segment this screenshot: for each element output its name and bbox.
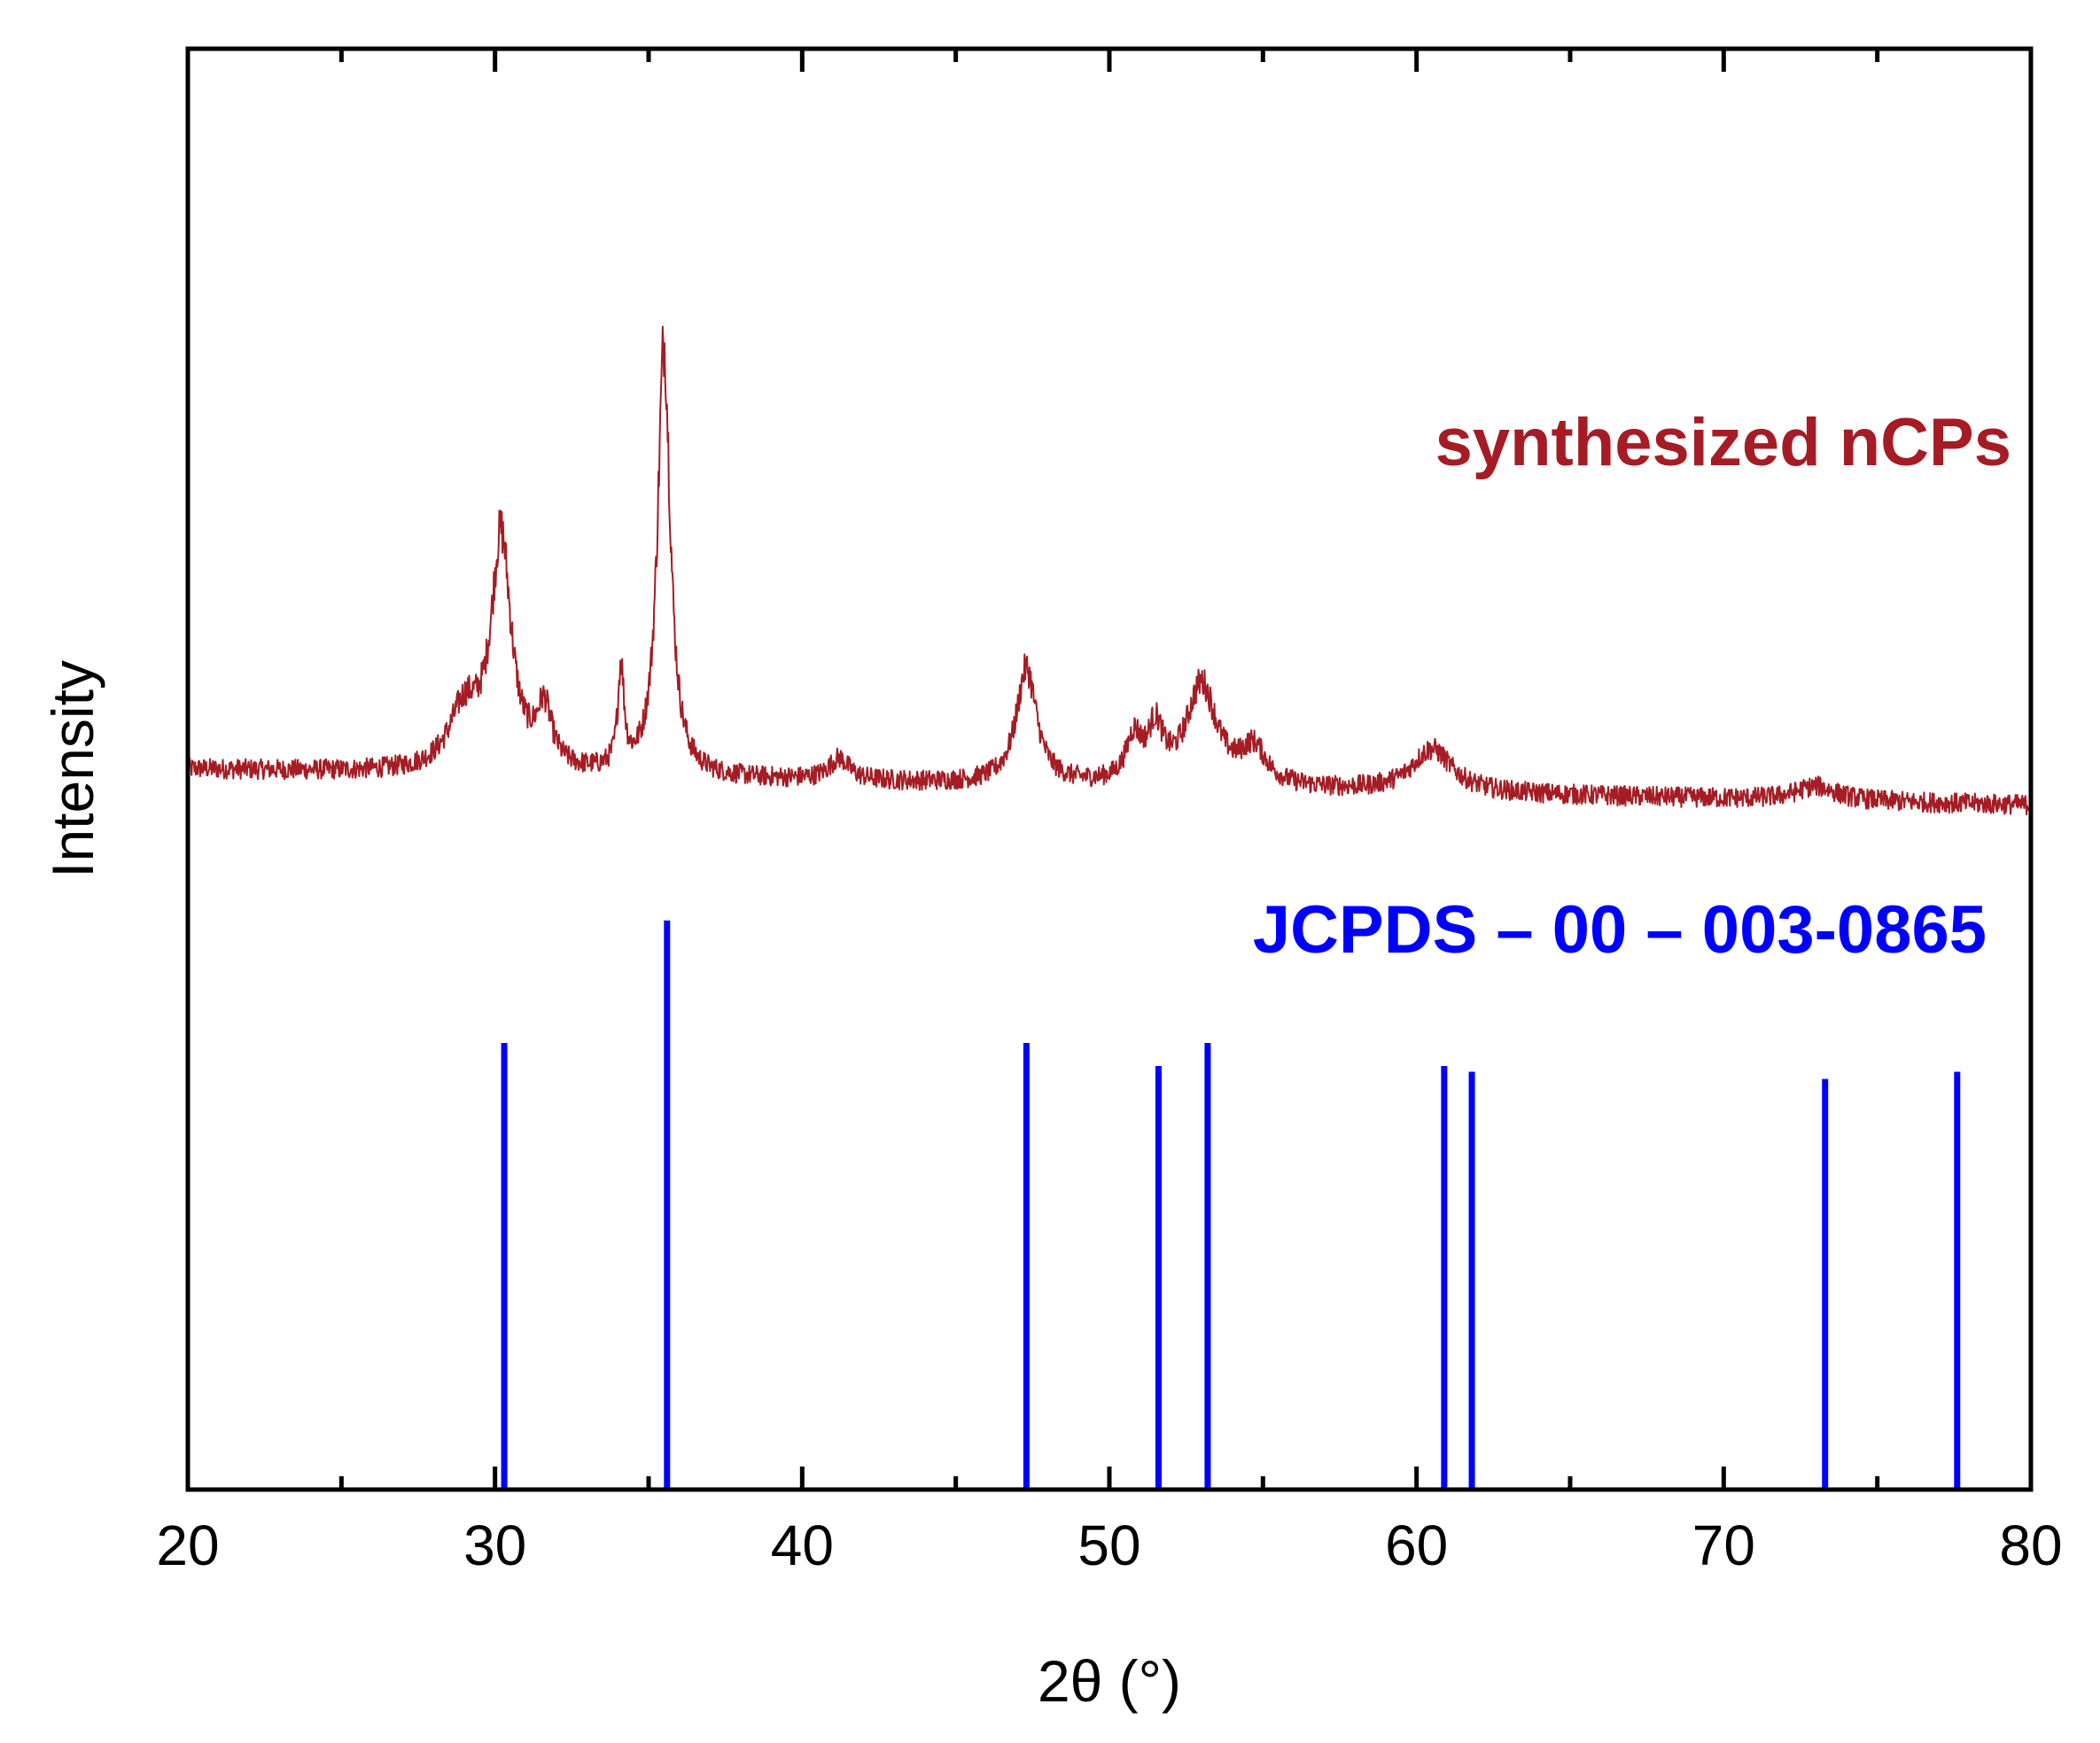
x-axis-ticks xyxy=(185,49,2034,1490)
series-label-measured: synthesized nCPs xyxy=(1435,405,2011,480)
measured-pattern-layer xyxy=(187,325,2032,816)
measured-pattern-line xyxy=(187,325,2032,816)
x-tick-label-50: 50 xyxy=(1077,1513,1140,1577)
series-label-reference: JCPDS – 00 – 003-0865 xyxy=(1253,892,1987,968)
x-tick-label-40: 40 xyxy=(771,1513,834,1577)
x-tick-label-80: 80 xyxy=(1999,1513,2062,1577)
x-tick-label-30: 30 xyxy=(463,1513,526,1577)
x-axis-title: 2θ (°) xyxy=(1038,1648,1181,1714)
x-tick-label-70: 70 xyxy=(1692,1513,1755,1577)
x-axis-tick-labels: 20 30 40 50 60 70 80 xyxy=(156,1513,2062,1577)
x-tick-label-20: 20 xyxy=(156,1513,219,1577)
x-tick-label-60: 60 xyxy=(1385,1513,1448,1577)
y-axis-title: Intensity xyxy=(40,660,105,878)
reference-stick-lines xyxy=(501,920,1961,1490)
